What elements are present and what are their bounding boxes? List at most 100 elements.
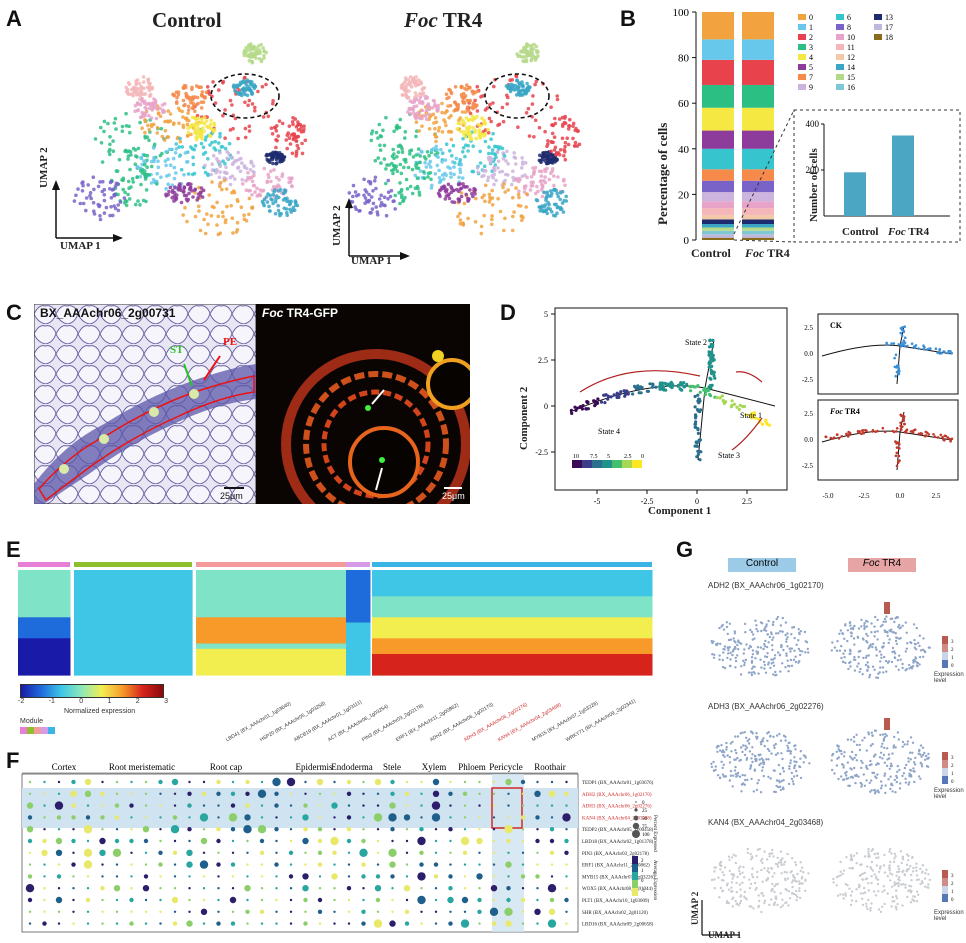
panel-e-heat-cell	[617, 606, 653, 613]
umap-cell-point	[486, 175, 491, 180]
panel-d-ck-point	[902, 329, 905, 332]
panel-e-heat-cell	[177, 659, 193, 666]
umap-cell-point	[418, 154, 422, 158]
panel-d-cell-point	[602, 393, 606, 397]
panel-e-heat-cell	[407, 606, 443, 613]
umap-cell-point	[515, 78, 519, 82]
panel-g-cell-point	[721, 658, 724, 662]
panel-g-cell-point	[908, 667, 911, 670]
panel-g-cell-point	[765, 625, 768, 628]
umap-cell-point	[276, 189, 281, 193]
umap-cell-point	[516, 179, 521, 184]
panel-b-bar-segment	[742, 39, 774, 60]
panel-e-heat-cell	[50, 601, 58, 608]
panel-g-cell-point	[781, 766, 785, 770]
panel-g-cell-point	[725, 621, 729, 624]
panel-e-heat-cell	[133, 585, 149, 592]
panel-e-heat-cell	[88, 648, 105, 655]
panel-f-dot	[478, 816, 481, 819]
panel-g-cell-point	[912, 661, 915, 664]
panel-g-cell-point	[919, 753, 922, 756]
umap-cell-point	[474, 136, 478, 141]
umap-cell-point	[201, 145, 206, 150]
umap-cell-point	[209, 118, 213, 123]
panel-f-size-legend-dot	[635, 801, 637, 803]
panel-d-ck-point	[949, 350, 952, 353]
panel-f-dot	[304, 863, 307, 866]
umap-cell-point	[211, 153, 216, 158]
panel-f-dot	[388, 848, 397, 857]
umap-cell-point	[285, 146, 289, 151]
umap-cell-point	[504, 159, 508, 163]
panel-e-heat-cell	[582, 669, 618, 676]
umap-cell-point	[362, 177, 366, 182]
panel-g-cell-point	[913, 780, 916, 784]
panel-f-dot	[434, 887, 438, 890]
panel-f-dot	[460, 919, 470, 928]
panel-e-heat-cell	[407, 638, 443, 645]
umap-cell-point	[433, 116, 438, 120]
umap-cell-point	[408, 152, 412, 156]
panel-e-heat-cell	[233, 606, 253, 613]
panel-e-heat-cell	[177, 654, 193, 660]
panel-d-ck-point	[946, 351, 950, 355]
panel-e-heat-cell	[442, 585, 478, 592]
panel-d-ck-point	[934, 347, 938, 350]
panel-e-heat-cell	[63, 627, 71, 634]
panel-e-heat-cell	[358, 585, 362, 592]
panel-e-heat-cell	[352, 627, 356, 634]
umap-cell-point	[452, 172, 456, 177]
umap-cell-point	[247, 196, 252, 201]
panel-f-dot	[99, 849, 106, 856]
panel-f-dot	[274, 803, 279, 808]
panel-g-cell-point	[919, 744, 923, 747]
panel-f-dot	[391, 898, 394, 902]
panel-g-cell-point	[925, 754, 928, 758]
panel-b-bar-segment	[702, 219, 734, 225]
panel-g-cell-point	[891, 752, 894, 755]
panel-e-heat-cell	[118, 617, 134, 624]
panel-g-legend-cell	[942, 636, 948, 644]
umap-cell-point	[517, 189, 521, 193]
umap-cell-point	[402, 165, 406, 170]
panel-e-heat-cell	[349, 617, 353, 624]
panel-b-legend-label: 7	[809, 73, 813, 82]
panel-f-dot	[158, 779, 163, 785]
panel-d-foc-point	[902, 415, 906, 418]
panel-g-cell-point	[795, 643, 798, 646]
panel-d-foc-point	[829, 437, 833, 440]
panel-g-cell-point	[743, 731, 746, 734]
umap-cell-point	[266, 114, 271, 119]
panel-f-dot	[318, 792, 322, 795]
umap-cell-point	[399, 189, 403, 194]
umap-cell-point	[291, 116, 295, 120]
umap-cell-point	[482, 213, 486, 218]
umap-cell-point	[554, 157, 559, 161]
umap-cell-point	[142, 86, 146, 90]
panel-d-cell-point	[615, 394, 619, 398]
umap-cell-point	[394, 164, 399, 168]
panel-e-heat-cell	[214, 643, 235, 650]
panel-g-cell-point	[720, 744, 723, 747]
umap-cell-point	[199, 141, 204, 146]
panel-g-cell-point	[918, 663, 921, 666]
panel-b-ytick-label: 20	[678, 189, 690, 201]
umap-cell-point	[520, 49, 525, 54]
panel-e-heat-cell	[103, 612, 119, 618]
panel-e-heat-cell	[103, 622, 119, 629]
umap-cell-point	[363, 201, 367, 205]
panel-b-legend-swatch	[798, 74, 806, 80]
umap-cell-point	[386, 197, 390, 201]
panel-b-ytick-label: 80	[678, 53, 690, 65]
panel-e-heat-cell	[361, 570, 365, 576]
umap-cell-point	[217, 160, 222, 164]
umap-cell-point	[238, 92, 242, 97]
panel-g-cell-point	[857, 662, 860, 665]
umap-cell-point	[252, 86, 257, 91]
umap-cell-point	[533, 58, 538, 62]
panel-g-cell-point	[749, 765, 753, 768]
panel-e-heat-cell	[271, 643, 291, 650]
panel-e-heat-cell	[349, 575, 353, 582]
umap-cell-point	[461, 182, 465, 186]
panel-g-cell-point	[762, 759, 765, 762]
